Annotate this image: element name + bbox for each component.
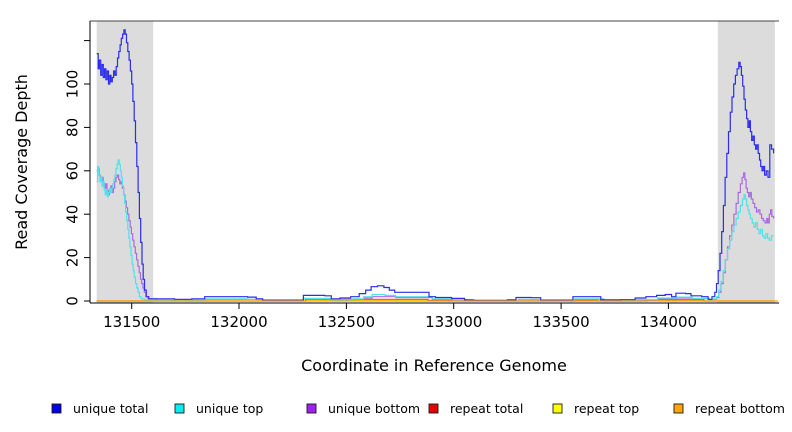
legend-item-label: repeat bottom bbox=[695, 401, 785, 416]
legend-item-unique-total: unique total bbox=[51, 401, 148, 416]
x-tick-label: 131500 bbox=[103, 313, 160, 331]
legend-swatch bbox=[428, 403, 439, 414]
series-line-unique-bottom bbox=[96, 168, 775, 302]
x-tick-label: 133500 bbox=[532, 313, 589, 331]
legend-swatch bbox=[174, 403, 185, 414]
x-tick-label: 132500 bbox=[318, 313, 375, 331]
y-axis-title: Read Coverage Depth bbox=[12, 74, 31, 250]
x-axis-title: Coordinate in Reference Genome bbox=[301, 356, 567, 375]
legend-swatch bbox=[673, 403, 684, 414]
y-tick-label: 100 bbox=[64, 70, 82, 99]
legend-item-repeat-total: repeat total bbox=[428, 401, 523, 416]
legend-item-label: unique total bbox=[73, 401, 148, 416]
legend-swatch bbox=[51, 403, 62, 414]
legend-item-unique-top: unique top bbox=[174, 401, 263, 416]
x-tick-label: 134000 bbox=[640, 313, 697, 331]
y-tick-label: 0 bbox=[64, 296, 82, 306]
x-tick-label: 133000 bbox=[425, 313, 482, 331]
y-tick-label: 80 bbox=[64, 118, 82, 137]
legend-item-repeat-top: repeat top bbox=[552, 401, 639, 416]
shaded-region bbox=[96, 21, 154, 303]
legend-item-label: repeat total bbox=[450, 401, 523, 416]
y-tick-label: 60 bbox=[64, 161, 82, 180]
series-line-unique-top bbox=[96, 159, 774, 302]
legend-swatch bbox=[306, 403, 317, 414]
y-tick-label: 40 bbox=[64, 205, 82, 224]
y-tick-label: 20 bbox=[64, 248, 82, 267]
legend-item-repeat-bottom: repeat bottom bbox=[673, 401, 785, 416]
legend: unique total unique top unique bottom repea… bbox=[51, 401, 785, 416]
legend-swatch bbox=[552, 403, 563, 414]
legend-item-label: unique top bbox=[196, 401, 263, 416]
x-tick-label: 132000 bbox=[210, 313, 267, 331]
plot-area: 0 20 40 60 80 100 131500 132000 132500 133000 1335… bbox=[64, 20, 779, 331]
series-line-unique-total bbox=[96, 29, 775, 301]
legend-item-unique-bottom: unique bottom bbox=[306, 401, 420, 416]
legend-item-label: unique bottom bbox=[328, 401, 420, 416]
legend-item-label: repeat top bbox=[574, 401, 639, 416]
